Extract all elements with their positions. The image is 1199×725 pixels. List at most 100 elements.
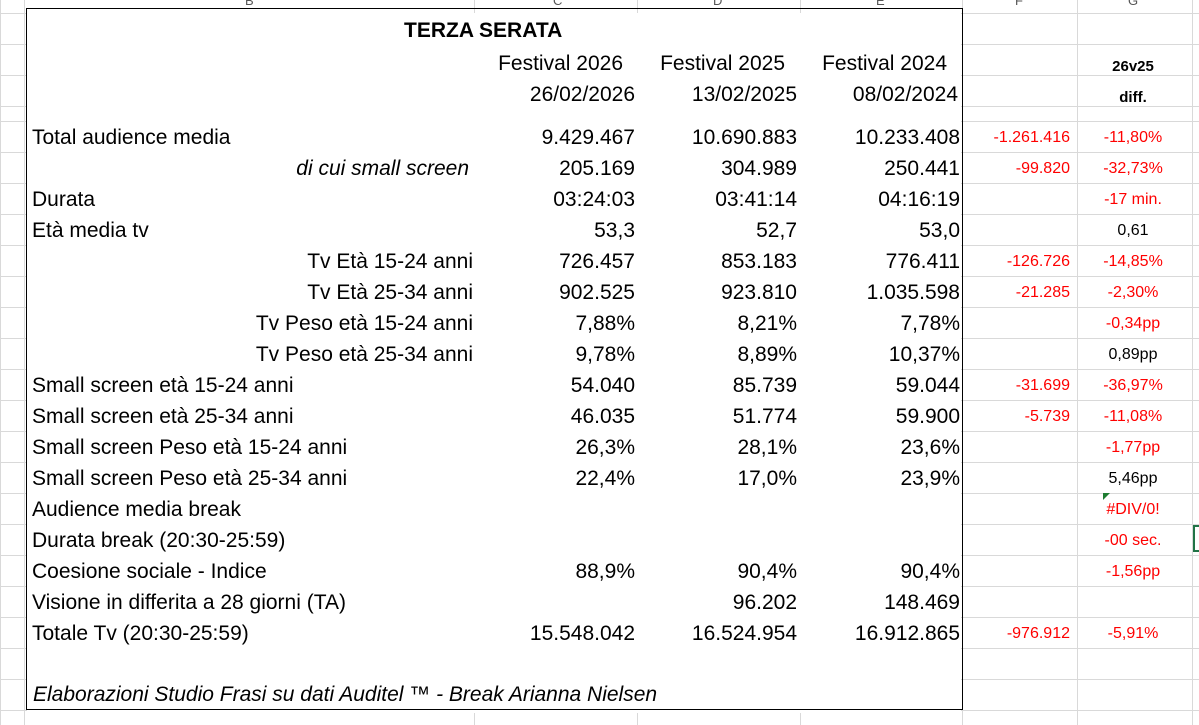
percent-diff-cell[interactable]: -11,08% <box>1103 408 1163 425</box>
value-2025-cell[interactable]: 85.739 <box>732 374 797 397</box>
value-2025-cell[interactable]: 853.183 <box>721 250 797 273</box>
column-letter-b[interactable]: B <box>245 0 254 8</box>
value-2025-cell[interactable]: 51.774 <box>732 405 797 428</box>
percent-diff-cell[interactable]: -32,73% <box>1103 160 1163 177</box>
row-label[interactable]: Tv Età 15-24 anni <box>307 250 473 273</box>
percent-diff-cell[interactable]: 0,61 <box>1117 222 1149 239</box>
value-2026-cell[interactable]: 88,9% <box>575 560 635 583</box>
percent-diff-cell[interactable]: #DIV/0! <box>1106 501 1160 518</box>
value-2025-cell[interactable]: 8,89% <box>737 343 797 366</box>
value-2026-cell[interactable]: 7,88% <box>575 312 635 335</box>
row-label[interactable]: di cui small screen <box>296 157 469 180</box>
percent-diff-cell[interactable]: 5,46pp <box>1108 470 1158 487</box>
value-2025-cell[interactable]: 923.810 <box>721 281 797 304</box>
value-2026-cell[interactable]: 9,78% <box>575 343 635 366</box>
absolute-diff-cell[interactable]: -99.820 <box>1015 160 1070 177</box>
value-2024-cell[interactable]: 23,6% <box>900 436 960 459</box>
absolute-diff-cell[interactable]: -31.699 <box>1015 377 1070 394</box>
header-comparison[interactable]: 26v25 <box>1112 58 1154 75</box>
value-2025-cell[interactable]: 17,0% <box>737 467 797 490</box>
value-2025-cell[interactable]: 90,4% <box>737 560 797 583</box>
row-label[interactable]: Durata <box>32 188 96 211</box>
header-date-2025[interactable]: 13/02/2025 <box>691 83 797 106</box>
value-2024-cell[interactable]: 10,37% <box>888 343 960 366</box>
sheet-title[interactable]: TERZA SERATA <box>404 19 563 42</box>
absolute-diff-cell[interactable]: -5.739 <box>1024 408 1070 425</box>
value-2024-cell[interactable]: 250.441 <box>884 157 960 180</box>
value-2025-cell[interactable]: 52,7 <box>756 219 797 242</box>
percent-diff-cell[interactable]: -1,77pp <box>1105 439 1161 456</box>
value-2026-cell[interactable]: 54.040 <box>570 374 635 397</box>
row-label[interactable]: Small screen età 15-24 anni <box>32 374 294 397</box>
value-2024-cell[interactable]: 90,4% <box>900 560 960 583</box>
percent-diff-cell[interactable]: -2,30% <box>1107 284 1159 301</box>
column-letter-f[interactable]: F <box>1015 0 1023 8</box>
value-2026-cell[interactable]: 46.035 <box>570 405 635 428</box>
percent-diff-cell[interactable]: -11,80% <box>1103 129 1163 146</box>
row-label[interactable]: Tv Peso età 15-24 anni <box>255 312 473 335</box>
value-2025-cell[interactable]: 304.989 <box>721 157 797 180</box>
header-diff[interactable]: diff. <box>1119 89 1147 106</box>
row-label[interactable]: Small screen età 25-34 anni <box>32 405 294 428</box>
column-letter-c[interactable]: C <box>553 0 563 8</box>
value-2025-cell[interactable]: 8,21% <box>737 312 797 335</box>
percent-diff-cell[interactable]: -00 sec. <box>1104 532 1162 549</box>
row-label[interactable]: Tv Peso età 25-34 anni <box>255 343 473 366</box>
header-festival-2026[interactable]: Festival 2026 <box>498 52 623 75</box>
column-letter-e[interactable]: E <box>876 0 885 8</box>
value-2025-cell[interactable]: 03:41:14 <box>715 188 797 211</box>
row-label[interactable]: Audience media break <box>32 498 241 521</box>
row-label[interactable]: Durata break (20:30-25:59) <box>32 529 286 552</box>
value-2024-cell[interactable]: 1.035.598 <box>866 281 960 304</box>
percent-diff-cell[interactable]: -0,34pp <box>1105 315 1161 332</box>
row-label[interactable]: Coesione sociale - Indice <box>32 560 267 583</box>
row-label[interactable]: Small screen Peso età 15-24 anni <box>32 436 348 459</box>
absolute-diff-cell[interactable]: -21.285 <box>1015 284 1070 301</box>
value-2025-cell[interactable]: 28,1% <box>737 436 797 459</box>
header-date-2024[interactable]: 08/02/2024 <box>852 83 958 106</box>
percent-diff-cell[interactable]: -36,97% <box>1103 377 1163 394</box>
selected-cell-outline[interactable] <box>1193 525 1199 552</box>
absolute-diff-cell[interactable]: -1.261.416 <box>993 129 1070 146</box>
value-2024-cell[interactable]: 53,0 <box>919 219 960 242</box>
value-2025-cell[interactable]: 96.202 <box>732 591 797 614</box>
value-2024-cell[interactable]: 59.900 <box>895 405 960 428</box>
percent-diff-cell[interactable]: -5,91% <box>1107 625 1159 642</box>
header-festival-2025[interactable]: Festival 2025 <box>660 52 785 75</box>
absolute-diff-cell[interactable]: -126.726 <box>1006 253 1070 270</box>
value-2025-cell[interactable]: 10.690.883 <box>691 126 797 149</box>
value-2025-cell[interactable]: 16.524.954 <box>691 622 797 645</box>
value-2024-cell[interactable]: 148.469 <box>884 591 960 614</box>
value-2026-cell[interactable]: 22,4% <box>575 467 635 490</box>
header-festival-2024[interactable]: Festival 2024 <box>822 52 947 75</box>
value-2026-cell[interactable]: 9.429.467 <box>541 126 635 149</box>
footer-credit[interactable]: Elaborazioni Studio Frasi su dati Audite… <box>33 683 658 706</box>
value-2024-cell[interactable]: 7,78% <box>900 312 960 335</box>
value-2024-cell[interactable]: 04:16:19 <box>878 188 960 211</box>
value-2026-cell[interactable]: 902.525 <box>559 281 635 304</box>
value-2026-cell[interactable]: 26,3% <box>575 436 635 459</box>
value-2026-cell[interactable]: 205.169 <box>559 157 635 180</box>
absolute-diff-cell[interactable]: -976.912 <box>1006 625 1070 642</box>
value-2024-cell[interactable]: 16.912.865 <box>854 622 960 645</box>
column-letter-g[interactable]: G <box>1128 0 1139 8</box>
percent-diff-cell[interactable]: 0,89pp <box>1108 346 1158 363</box>
percent-diff-cell[interactable]: -14,85% <box>1103 253 1163 270</box>
row-label[interactable]: Età media tv <box>32 219 149 242</box>
percent-diff-cell[interactable]: -1,56pp <box>1105 563 1161 580</box>
row-label[interactable]: Totale Tv (20:30-25:59) <box>32 622 249 645</box>
value-2024-cell[interactable]: 10.233.408 <box>854 126 960 149</box>
row-label[interactable]: Tv Età 25-34 anni <box>307 281 473 304</box>
value-2026-cell[interactable]: 15.548.042 <box>529 622 635 645</box>
value-2026-cell[interactable]: 726.457 <box>559 250 635 273</box>
value-2026-cell[interactable]: 53,3 <box>594 219 635 242</box>
column-letter-d[interactable]: D <box>713 0 723 8</box>
value-2024-cell[interactable]: 23,9% <box>900 467 960 490</box>
row-label[interactable]: Visione in differita a 28 giorni (TA) <box>32 591 346 614</box>
percent-diff-cell[interactable]: -17 min. <box>1104 191 1162 208</box>
value-2024-cell[interactable]: 59.044 <box>895 374 960 397</box>
row-label[interactable]: Total audience media <box>32 126 231 149</box>
header-date-2026[interactable]: 26/02/2026 <box>529 83 635 106</box>
value-2026-cell[interactable]: 03:24:03 <box>553 188 635 211</box>
value-2024-cell[interactable]: 776.411 <box>885 250 960 273</box>
